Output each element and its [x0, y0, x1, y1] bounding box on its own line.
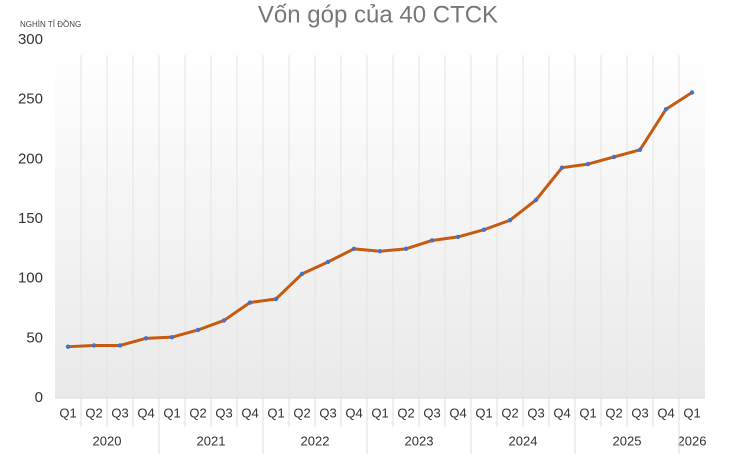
y-axis-label: NGHÌN TỈ ĐỒNG: [20, 19, 81, 29]
y-tick-label: 300: [18, 31, 43, 48]
data-point: [533, 197, 539, 203]
data-point: [299, 271, 305, 277]
x-tick-label: Q1: [371, 405, 388, 420]
x-tick-label: Q3: [527, 405, 544, 420]
x-tick-label: Q1: [475, 405, 492, 420]
x-tick-label: Q3: [319, 405, 336, 420]
x-tick-label: Q1: [683, 405, 700, 420]
data-point: [403, 246, 409, 252]
x-tick-label: Q2: [397, 405, 414, 420]
x-tick-label: Q4: [657, 405, 674, 420]
x-group-label: 2025: [613, 433, 642, 448]
x-group-label: 2022: [301, 433, 330, 448]
data-point: [585, 161, 591, 167]
x-tick-label: Q3: [423, 405, 440, 420]
data-point: [689, 90, 695, 95]
data-point: [247, 300, 253, 305]
data-point: [65, 344, 71, 349]
data-point: [429, 238, 435, 243]
data-point: [169, 334, 175, 340]
x-tick-label: Q4: [345, 405, 362, 420]
data-point: [91, 343, 97, 348]
x-group-label: 2020: [93, 433, 122, 448]
x-tick-label: Q4: [449, 405, 466, 420]
x-tick-label: Q2: [189, 405, 206, 420]
data-point: [481, 227, 487, 232]
x-tick-label: Q2: [605, 405, 622, 420]
x-tick-label: Q1: [267, 405, 284, 420]
y-tick-label: 150: [18, 210, 43, 227]
x-tick-label: Q1: [579, 405, 596, 420]
x-tick-label: Q1: [59, 405, 76, 420]
data-point: [325, 259, 331, 265]
y-tick-label: 50: [26, 329, 43, 346]
x-tick-label: Q2: [501, 405, 518, 420]
plot-area: [55, 40, 705, 398]
y-tick-label: 250: [18, 91, 43, 108]
data-point: [377, 249, 383, 254]
x-group-label: 2024: [509, 433, 538, 448]
x-tick-label: Q2: [85, 405, 102, 420]
data-point: [455, 234, 461, 240]
y-tick-label: 0: [35, 389, 43, 406]
data-point: [195, 327, 201, 333]
x-tick-label: Q3: [111, 405, 128, 420]
x-tick-label: Q1: [163, 405, 180, 420]
data-point: [559, 165, 565, 170]
data-point: [663, 107, 669, 112]
data-point: [221, 318, 227, 323]
y-tick-label: 100: [18, 270, 43, 287]
x-tick-label: Q4: [241, 405, 258, 420]
x-group-label: 2021: [197, 433, 226, 448]
chart-title: Vốn góp của 40 CTCK: [258, 1, 498, 28]
x-group-label: 2026: [678, 433, 707, 448]
data-point: [611, 154, 617, 160]
x-tick-label: Q2: [293, 405, 310, 420]
data-point: [117, 343, 123, 348]
x-tick-label: Q4: [137, 405, 154, 420]
data-point: [351, 246, 357, 252]
x-tick-label: Q3: [215, 405, 232, 420]
x-tick-label: Q3: [631, 405, 648, 420]
data-point: [637, 147, 643, 152]
y-tick-label: 200: [18, 150, 43, 167]
data-point: [143, 336, 149, 341]
x-tick-label: Q4: [553, 405, 570, 420]
data-point: [273, 296, 279, 302]
data-point: [507, 217, 513, 223]
x-group-label: 2023: [405, 433, 434, 448]
